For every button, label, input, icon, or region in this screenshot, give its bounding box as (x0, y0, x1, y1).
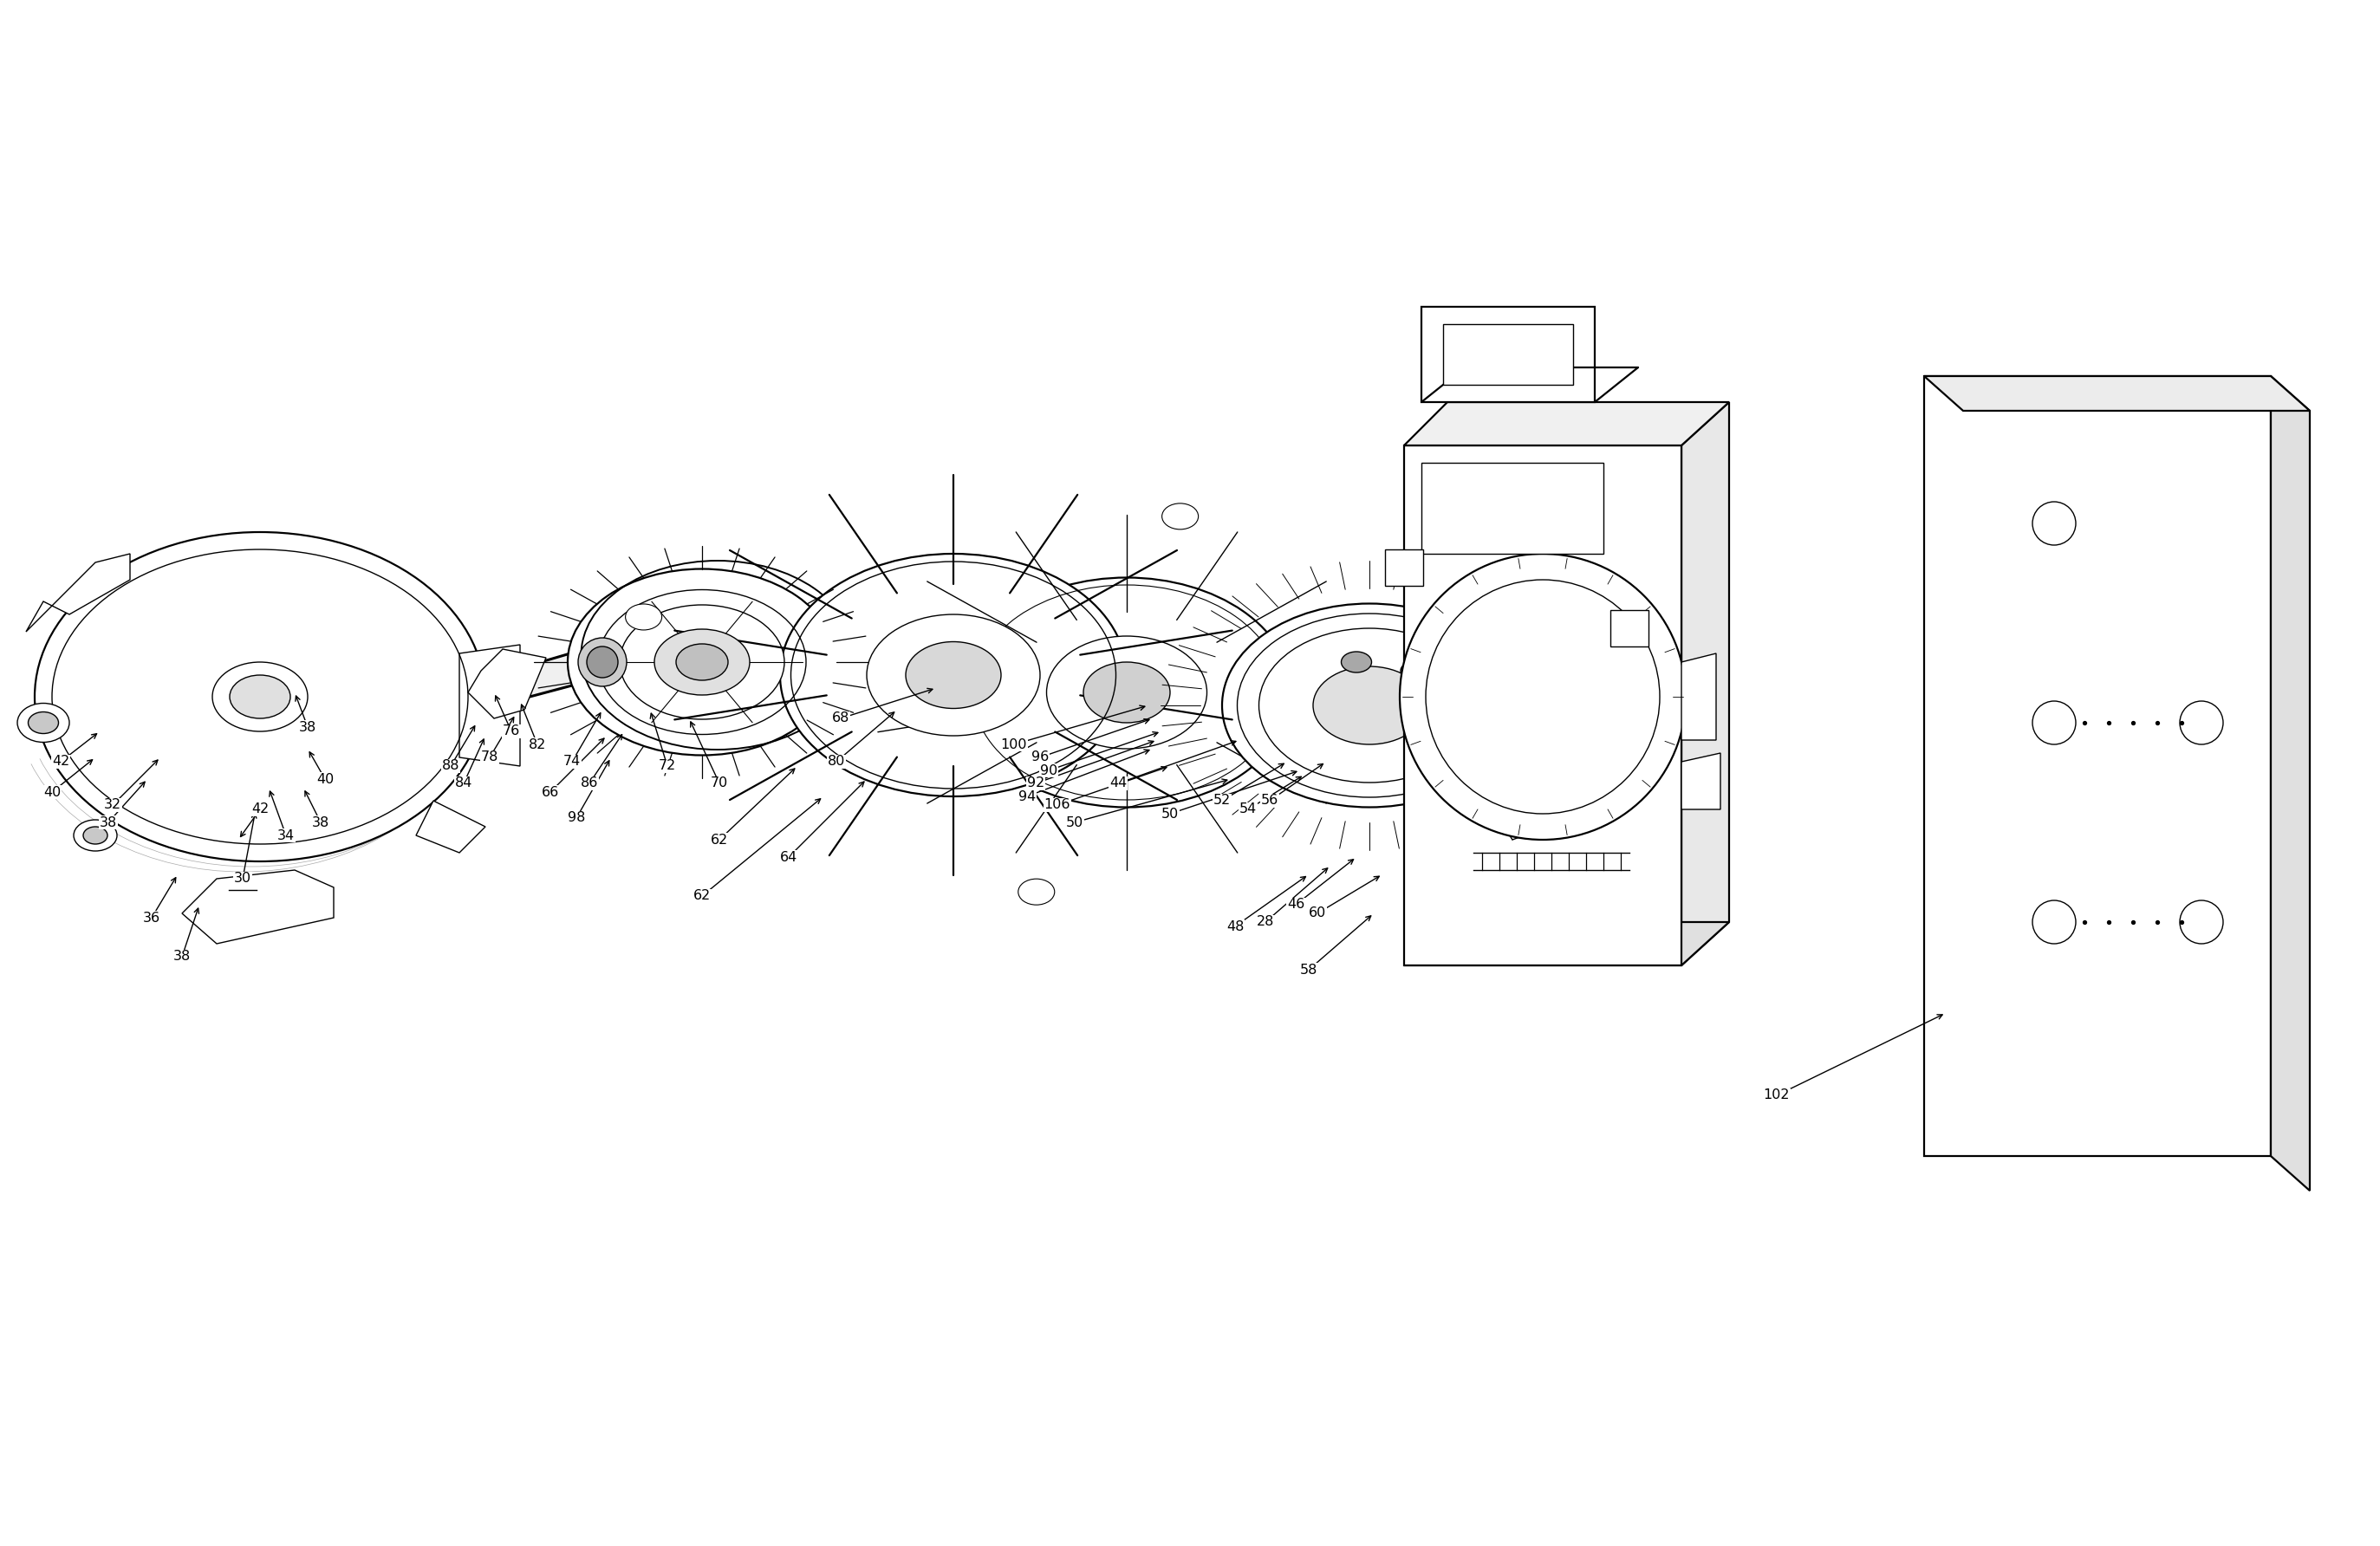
Text: 56: 56 (1261, 795, 1278, 807)
Text: 66: 66 (543, 785, 559, 799)
Circle shape (2180, 700, 2223, 745)
Ellipse shape (962, 578, 1292, 807)
Text: 72: 72 (659, 759, 676, 773)
Text: 28: 28 (1257, 915, 1273, 929)
Ellipse shape (866, 614, 1040, 736)
Text: 80: 80 (828, 756, 845, 768)
Text: 42: 42 (252, 802, 269, 816)
Polygon shape (416, 801, 486, 853)
Circle shape (578, 638, 626, 686)
Polygon shape (459, 645, 519, 767)
Text: 38: 38 (100, 816, 117, 829)
Text: 42: 42 (52, 756, 69, 768)
Text: 38: 38 (300, 720, 317, 733)
Text: 102: 102 (1764, 1088, 1790, 1102)
Polygon shape (1385, 549, 1423, 586)
Text: 60: 60 (1309, 908, 1326, 920)
Text: 50: 50 (1161, 807, 1178, 821)
Polygon shape (1404, 445, 1680, 965)
Text: 76: 76 (502, 725, 521, 737)
Text: 106: 106 (1045, 799, 1071, 812)
Ellipse shape (1047, 635, 1207, 748)
Ellipse shape (1221, 603, 1516, 807)
Ellipse shape (29, 711, 60, 733)
Polygon shape (469, 649, 545, 719)
Polygon shape (1404, 921, 1730, 965)
Circle shape (2033, 700, 2075, 745)
Text: 36: 36 (143, 911, 159, 925)
Ellipse shape (907, 642, 1002, 708)
Text: 82: 82 (528, 737, 545, 751)
Ellipse shape (74, 819, 117, 850)
Ellipse shape (569, 569, 835, 756)
Text: 62: 62 (712, 833, 728, 846)
Circle shape (2033, 900, 2075, 943)
Polygon shape (1421, 306, 1595, 402)
Ellipse shape (1399, 662, 1426, 679)
Circle shape (2033, 502, 2075, 546)
Text: 32: 32 (105, 799, 121, 812)
Polygon shape (1923, 376, 2271, 1156)
Polygon shape (2271, 376, 2311, 1190)
Polygon shape (1680, 402, 1730, 965)
Ellipse shape (17, 703, 69, 742)
Circle shape (2180, 900, 2223, 943)
Ellipse shape (626, 604, 662, 629)
Circle shape (1399, 553, 1685, 839)
Polygon shape (181, 870, 333, 943)
Text: 92: 92 (1026, 778, 1045, 790)
Ellipse shape (1019, 878, 1054, 904)
Polygon shape (1611, 611, 1649, 646)
Text: 94: 94 (1019, 790, 1035, 802)
Ellipse shape (1314, 666, 1426, 745)
Polygon shape (1680, 753, 1721, 810)
Polygon shape (519, 631, 650, 699)
Text: 30: 30 (233, 872, 252, 886)
Ellipse shape (212, 662, 307, 731)
Ellipse shape (676, 643, 728, 680)
Text: 52: 52 (1214, 795, 1230, 807)
Polygon shape (1404, 402, 1730, 445)
Text: 48: 48 (1226, 920, 1245, 932)
Text: 34: 34 (278, 829, 295, 843)
Text: 78: 78 (481, 751, 497, 764)
Polygon shape (1680, 654, 1716, 741)
Ellipse shape (781, 553, 1126, 796)
Text: 40: 40 (317, 773, 333, 785)
Text: 100: 100 (1002, 737, 1028, 751)
Text: 86: 86 (581, 778, 597, 790)
Text: 38: 38 (174, 951, 190, 963)
Text: 70: 70 (712, 778, 728, 790)
Text: 68: 68 (833, 711, 850, 725)
Text: 54: 54 (1240, 802, 1257, 816)
Text: 88: 88 (443, 759, 459, 773)
Text: 64: 64 (781, 850, 797, 864)
Text: 96: 96 (1031, 751, 1050, 764)
Text: 98: 98 (566, 812, 585, 824)
Ellipse shape (1161, 504, 1200, 529)
Text: 44: 44 (1109, 778, 1126, 790)
Text: 38: 38 (312, 816, 328, 829)
Text: 46: 46 (1288, 898, 1304, 911)
Ellipse shape (1342, 652, 1371, 673)
Ellipse shape (655, 629, 750, 696)
Text: 40: 40 (43, 785, 62, 799)
Text: 62: 62 (693, 889, 712, 903)
Circle shape (588, 646, 619, 677)
Text: 74: 74 (564, 756, 581, 768)
Polygon shape (1421, 462, 1604, 553)
Ellipse shape (1083, 662, 1171, 722)
Polygon shape (1442, 325, 1573, 385)
Ellipse shape (231, 676, 290, 719)
Polygon shape (26, 553, 131, 632)
Text: 90: 90 (1040, 764, 1057, 778)
Text: 58: 58 (1299, 963, 1319, 976)
Ellipse shape (619, 604, 785, 719)
Polygon shape (1923, 376, 2311, 411)
Ellipse shape (36, 532, 486, 861)
Ellipse shape (83, 827, 107, 844)
Text: 50: 50 (1066, 816, 1083, 829)
Text: 84: 84 (455, 778, 474, 790)
